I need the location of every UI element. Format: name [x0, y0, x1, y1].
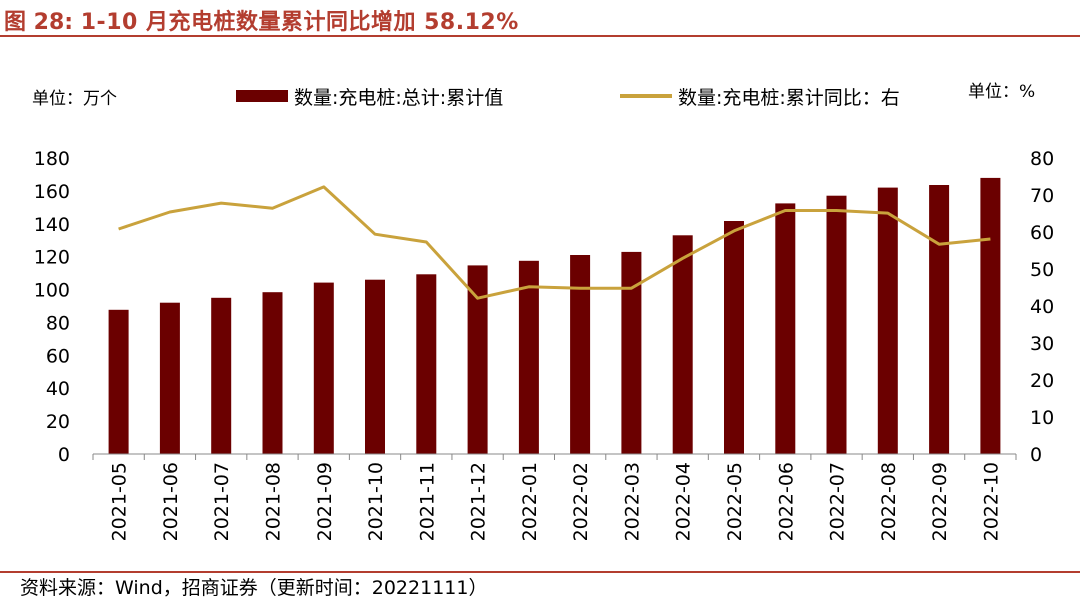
- x-tick-label: 2022-03: [621, 462, 643, 541]
- x-tick-label: 2021-09: [314, 462, 336, 541]
- y-right-axis: 0 10 20 30 40 50 60 70 80: [1030, 148, 1054, 466]
- bar: [365, 279, 385, 454]
- y-left-axis: 0 20 40 60 80 100 120 140 160 180: [34, 148, 70, 466]
- y-right-tick-label: 30: [1030, 333, 1054, 355]
- bar: [877, 187, 898, 454]
- chart: 单位：万个 单位：% 数量:充电桩:总计:累计值 数量:充电桩:累计同比：右 0…: [32, 82, 1054, 541]
- legend-line-label: 数量:充电桩:累计同比：右: [678, 87, 900, 109]
- bar: [775, 203, 796, 454]
- y-left-tick-label: 60: [46, 345, 70, 367]
- x-tick-label: 2021-07: [211, 462, 233, 541]
- x-tick-label: 2022-05: [724, 462, 746, 541]
- bar: [467, 265, 488, 454]
- bar: [108, 309, 129, 454]
- figure-title-prefix: 图 28:: [4, 10, 74, 35]
- bar: [672, 235, 693, 454]
- legend: 数量:充电桩:总计:累计值 数量:充电桩:累计同比：右: [236, 87, 900, 109]
- x-tick-label: 2022-01: [519, 462, 541, 541]
- y-left-tick-label: 40: [46, 378, 70, 400]
- legend-bar-swatch: [236, 90, 288, 102]
- line-series: [118, 185, 991, 300]
- bar: [724, 221, 744, 454]
- x-tick-label: 2021-08: [262, 462, 284, 541]
- y-left-tick-label: 160: [34, 181, 70, 203]
- yoy-line: [118, 185, 991, 300]
- bar: [262, 292, 283, 454]
- x-tick-label: 2021-12: [468, 462, 490, 541]
- y-right-tick-label: 0: [1030, 444, 1042, 466]
- x-axis: [92, 453, 1017, 460]
- bar: [980, 177, 1001, 454]
- left-unit-label: 单位：万个: [32, 89, 117, 109]
- x-tick-label: 2022-02: [570, 462, 592, 541]
- source-note: 资料来源：Wind，招商证券（更新时间：20221111）: [20, 577, 488, 599]
- figure-title-text: 1-10 月充电桩数量累计同比增加 58.12%: [80, 10, 519, 35]
- x-tick-label: 2022-07: [827, 462, 849, 541]
- legend-bar-label: 数量:充电桩:总计:累计值: [294, 87, 503, 109]
- bar: [518, 260, 539, 454]
- y-right-tick-label: 50: [1030, 259, 1054, 281]
- y-right-tick-label: 40: [1030, 296, 1054, 318]
- y-left-tick-label: 20: [46, 411, 70, 433]
- y-left-tick-label: 180: [34, 148, 70, 170]
- x-tick-label: 2022-06: [775, 462, 797, 541]
- bar: [416, 274, 437, 454]
- bar: [211, 297, 232, 454]
- y-right-tick-label: 60: [1030, 222, 1054, 244]
- y-left-tick-label: 80: [46, 312, 70, 334]
- bar: [826, 195, 847, 454]
- right-unit-label: 单位：%: [968, 82, 1035, 102]
- x-tick-label: 2021-11: [416, 462, 438, 541]
- x-tick-label: 2021-05: [109, 462, 131, 541]
- bar: [929, 185, 950, 454]
- bar-series: [108, 177, 1001, 454]
- x-tick-label: 2022-08: [878, 462, 900, 541]
- y-left-tick-label: 120: [34, 247, 70, 269]
- x-tick-label: 2021-10: [365, 462, 387, 541]
- x-tick-label: 2022-04: [673, 462, 695, 541]
- footer-rule: [0, 571, 1080, 573]
- y-left-tick-label: 100: [34, 280, 70, 302]
- x-tick-labels: 2021-05 2021-06 2021-07 2021-08 2021-09 2021-…: [109, 462, 1003, 541]
- y-left-tick-label: 0: [58, 444, 70, 466]
- bar: [313, 282, 334, 454]
- figure-title: 图 28: 1-10 月充电桩数量累计同比增加 58.12%: [4, 4, 519, 36]
- y-right-tick-label: 70: [1030, 185, 1054, 207]
- x-tick-label: 2022-09: [929, 462, 951, 541]
- bar: [159, 302, 180, 454]
- bar: [570, 255, 591, 454]
- title-rule: [0, 35, 1080, 37]
- x-tick-label: 2022-10: [980, 462, 1002, 541]
- y-left-tick-label: 140: [34, 214, 70, 236]
- x-tick-label: 2021-06: [160, 462, 182, 541]
- y-right-tick-label: 80: [1030, 148, 1054, 170]
- y-right-tick-label: 20: [1030, 370, 1054, 392]
- bar: [621, 251, 642, 454]
- y-right-tick-label: 10: [1030, 407, 1054, 429]
